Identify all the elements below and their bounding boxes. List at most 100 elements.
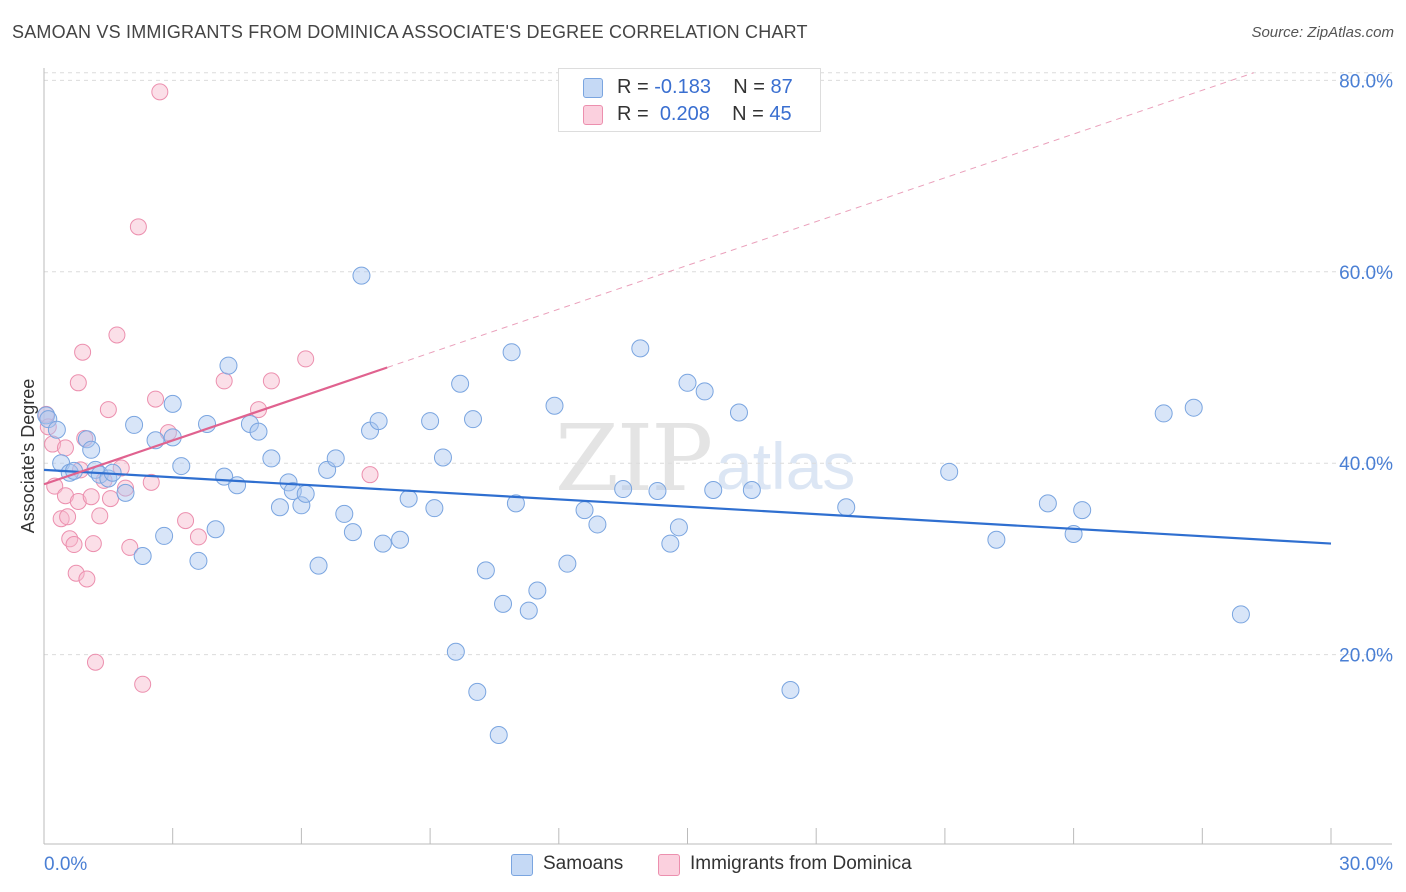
samoans-point	[468, 682, 487, 701]
dominica-point	[84, 535, 102, 553]
watermark-atlas: atlas	[716, 429, 856, 503]
dominica-point	[121, 538, 139, 556]
r-label: R =	[617, 103, 655, 125]
y-axis-label: Associate's Degree	[18, 379, 38, 534]
dominica-point	[52, 510, 70, 528]
trend-lines	[43, 72, 1332, 545]
dominica-point	[65, 536, 83, 554]
tick-labels: 20.0% 40.0% 60.0% 80.0% 0.0% 30.0%	[44, 71, 1393, 875]
samoans-point	[292, 496, 311, 515]
samoans-point	[678, 373, 697, 392]
dominica-point	[147, 390, 165, 408]
x-tick-label: 30.0%	[1339, 854, 1393, 875]
dominica-point	[129, 218, 147, 236]
dominica-point	[151, 83, 169, 101]
dominica-point	[177, 512, 195, 530]
dominica-point	[74, 343, 92, 361]
samoans-point	[446, 642, 465, 661]
samoans-legend-swatch	[511, 854, 533, 876]
samoans-point	[421, 412, 440, 431]
samoans-point	[519, 601, 538, 620]
samoans-point	[1184, 398, 1203, 417]
samoans-point	[369, 412, 388, 431]
n-label: N =	[733, 76, 771, 98]
dominica-trend-line	[43, 366, 388, 486]
samoans-point	[476, 561, 495, 580]
y-tick-label: 60.0%	[1339, 263, 1393, 284]
samoans-point	[631, 339, 650, 358]
dominica-point	[59, 508, 77, 526]
dominica-point	[361, 466, 379, 484]
dominica-swatch	[583, 105, 603, 125]
samoans-point	[425, 499, 444, 518]
samoans-point	[489, 725, 508, 744]
y-tick-label: 20.0%	[1339, 646, 1393, 667]
samoans-point	[704, 480, 723, 499]
samoans-point	[502, 343, 521, 362]
r-value: -0.183	[654, 76, 711, 98]
grid-lines	[44, 72, 1392, 656]
samoans-point	[219, 356, 238, 375]
samoans-point	[116, 483, 135, 502]
samoans-point	[172, 457, 191, 476]
dominica-legend-swatch	[658, 854, 680, 876]
samoans-point	[163, 394, 182, 413]
samoans-point	[451, 374, 470, 393]
n-label: N =	[732, 103, 770, 125]
dominica-legend-label: Immigrants from Dominica	[690, 853, 912, 874]
samoans-point	[781, 681, 800, 700]
dominica-point	[44, 435, 62, 453]
samoans-point	[558, 554, 577, 573]
dominica-point	[101, 490, 119, 508]
dominica-point	[134, 675, 152, 693]
samoans-point	[1231, 605, 1250, 624]
legend-text-samoans: R = -0.183 N = 87	[617, 76, 793, 99]
samoans-point	[837, 498, 856, 517]
samoans-point	[575, 501, 594, 520]
source-credit: Source: ZipAtlas.com	[1251, 24, 1394, 41]
samoans-point	[506, 494, 525, 513]
legend-text-dominica: R = 0.208 N = 45	[617, 103, 792, 126]
samoans-point	[352, 266, 371, 285]
samoans-point	[77, 430, 96, 449]
y-tick-label: 80.0%	[1339, 71, 1393, 92]
n-value: 87	[770, 76, 793, 98]
n-value: 45	[769, 103, 792, 125]
dominica-point	[99, 401, 117, 419]
dominica-point	[112, 459, 130, 477]
samoans-point	[669, 518, 688, 537]
samoans-point	[373, 534, 392, 553]
samoans-point	[528, 581, 547, 600]
dominica-point	[76, 429, 94, 447]
dominica-point	[189, 528, 207, 546]
samoans-point	[1038, 494, 1057, 513]
samoans-point	[1154, 404, 1173, 423]
r-value: 0.208	[659, 103, 710, 125]
samoans-point	[940, 462, 959, 481]
dominica-point	[142, 473, 160, 491]
samoans-point	[433, 448, 452, 467]
samoans-point	[1073, 501, 1092, 520]
data-points	[37, 83, 1250, 744]
samoans-point	[125, 415, 144, 434]
samoans-point	[206, 520, 225, 539]
samoans-point	[391, 530, 410, 549]
samoans-point	[588, 515, 607, 534]
dominica-point	[78, 570, 96, 588]
samoans-point	[695, 382, 714, 401]
samoans-point	[326, 449, 345, 468]
dominica-point	[108, 326, 126, 344]
y-tick-label: 40.0%	[1339, 454, 1393, 475]
samoans-point	[661, 534, 680, 553]
samoans-point	[47, 420, 66, 439]
samoans-point	[742, 480, 761, 499]
dominica-point	[262, 372, 280, 390]
samoans-point	[464, 410, 482, 429]
dominica-point	[215, 372, 233, 390]
samoans-point	[155, 526, 174, 545]
samoans-trend-line	[43, 468, 1332, 545]
x-tick-label: 0.0%	[44, 854, 87, 875]
samoans-point	[987, 530, 1006, 549]
samoans-point	[399, 489, 418, 508]
